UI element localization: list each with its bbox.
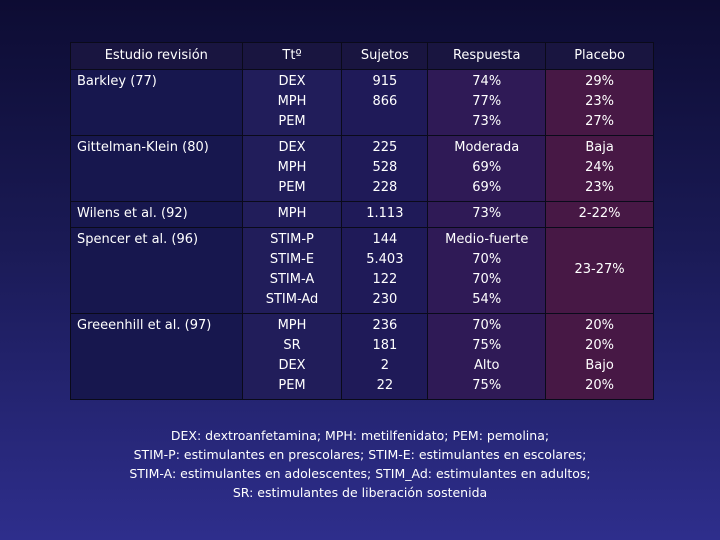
cell-treatment: MPH [241, 201, 343, 228]
cell-treatment-line: STIM-P [270, 232, 314, 247]
cell-treatment-line: SR [283, 338, 301, 353]
cell-subjects-line: 225 [372, 140, 398, 155]
cell-placebo-line: 23% [585, 94, 615, 109]
cell-subjects-line: 528 [372, 160, 398, 175]
cell-response-line: Medio-fuerte [445, 232, 529, 247]
cell-study: Gittelman-Klein (80) [70, 135, 243, 202]
cell-subjects: 236 181 2 22 [341, 313, 429, 400]
cell-subjects-line: 915 [372, 74, 398, 89]
footnote-line: STIM-P: estimulantes en prescolares; STI… [133, 447, 587, 462]
cell-subjects-line: 230 [372, 292, 398, 307]
cell-response: 74% 77% 73% [427, 69, 547, 136]
table-header-row: Estudio revisión Ttº Sujetos Respuesta P… [70, 42, 654, 70]
footnote-line: SR: estimulantes de liberación sostenida [232, 485, 488, 500]
cell-subjects-line: 236 [372, 318, 398, 333]
cell-response-line: 75% [472, 378, 502, 393]
header-placebo: Placebo [545, 42, 654, 70]
cell-response-line: 70% [472, 252, 502, 267]
cell-subjects-line: 181 [372, 338, 398, 353]
cell-placebo-line: 29% [585, 74, 615, 89]
cell-treatment: MPH SR DEX PEM [241, 313, 343, 400]
abbreviations-footnote: DEX: dextroanfetamina; MPH: metilfenidat… [0, 426, 720, 502]
cell-response: 70% 75% Alto 75% [427, 313, 547, 400]
cell-response-line: 70% [472, 318, 502, 333]
cell-treatment-line: DEX [278, 74, 306, 89]
cell-placebo-line: 20% [585, 318, 615, 333]
table-row: Spencer et al. (96) STIM-P STIM-E STIM-A STI… [70, 227, 654, 314]
cell-response: Medio-fuerte 70% 70% 54% [427, 227, 547, 314]
cell-subjects: 915 866 [341, 69, 429, 136]
cell-treatment-line: STIM-Ad [265, 292, 319, 307]
cell-treatment-line: DEX [278, 358, 306, 373]
cell-placebo-line: 20% [585, 338, 615, 353]
cell-subjects-line: 228 [372, 180, 398, 195]
cell-response-line: Moderada [454, 140, 520, 155]
cell-study: Spencer et al. (96) [70, 227, 243, 314]
cell-placebo-line: 23-27% [574, 262, 625, 277]
header-subjects: Sujetos [341, 42, 429, 70]
cell-subjects-line: 1.113 [366, 206, 404, 221]
table-row: Greeenhill et al. (97) MPH SR DEX PEM 236 181 2… [70, 313, 654, 400]
cell-treatment-line: PEM [278, 180, 306, 195]
header-response: Respuesta [427, 42, 547, 70]
table-row: Barkley (77) DEX MPH PEM 915 866 74% 77% 73% 29% 2… [70, 69, 654, 136]
cell-placebo-line: 27% [585, 114, 615, 129]
cell-treatment: DEX MPH PEM [241, 135, 343, 202]
cell-subjects: 144 5.403 122 230 [341, 227, 429, 314]
cell-placebo-line: 24% [585, 160, 615, 175]
cell-response-line: 74% [472, 74, 502, 89]
cell-study: Barkley (77) [70, 69, 243, 136]
cell-subjects-line: 2 [380, 358, 389, 373]
cell-subjects-line: 122 [372, 272, 398, 287]
table-row: Gittelman-Klein (80) DEX MPH PEM 225 528 228 Mo… [70, 135, 654, 202]
cell-placebo-line: 20% [585, 378, 615, 393]
cell-subjects-line: 144 [372, 232, 398, 247]
cell-subjects: 225 528 228 [341, 135, 429, 202]
cell-response: Moderada 69% 69% [427, 135, 547, 202]
cell-treatment-line: DEX [278, 140, 306, 155]
cell-treatment-line: MPH [277, 94, 307, 109]
cell-placebo-line: Baja [585, 140, 614, 155]
header-study: Estudio revisión [70, 42, 243, 70]
cell-subjects-line: 5.403 [366, 252, 404, 267]
cell-placebo: 29% 23% 27% [545, 69, 654, 136]
cell-response-line: 73% [472, 114, 502, 129]
cell-placebo-line: Bajo [585, 358, 614, 373]
cell-treatment-line: STIM-E [269, 252, 315, 267]
cell-placebo-line: 23% [585, 180, 615, 195]
cell-subjects-line: 22 [376, 378, 394, 393]
cell-treatment-line: STIM-A [269, 272, 315, 287]
cell-placebo: 20% 20% Bajo 20% [545, 313, 654, 400]
footnote-line: STIM-A: estimulantes en adolescentes; ST… [129, 466, 591, 481]
table-row: Wilens et al. (92) MPH 1.113 73% 2-22% [70, 201, 654, 228]
cell-treatment: STIM-P STIM-E STIM-A STIM-Ad [241, 227, 343, 314]
cell-study: Wilens et al. (92) [70, 201, 243, 228]
header-treatment: Ttº [241, 42, 343, 70]
cell-subjects: 1.113 [341, 201, 429, 228]
cell-placebo: Baja 24% 23% [545, 135, 654, 202]
cell-treatment-line: PEM [278, 114, 306, 129]
cell-treatment-line: MPH [277, 318, 307, 333]
study-table: Estudio revisión Ttº Sujetos Respuesta P… [70, 42, 654, 400]
cell-treatment-line: PEM [278, 378, 306, 393]
cell-response-line: 69% [472, 160, 502, 175]
cell-placebo: 23-27% [545, 227, 654, 314]
cell-placebo: 2-22% [545, 201, 654, 228]
cell-response-line: 73% [472, 206, 502, 221]
cell-response-line: 77% [472, 94, 502, 109]
cell-response-line: 75% [472, 338, 502, 353]
cell-response-line: 69% [472, 180, 502, 195]
footnote-line: DEX: dextroanfetamina; MPH: metilfenidat… [170, 428, 550, 443]
cell-treatment-line: MPH [277, 160, 307, 175]
cell-response-line: 70% [472, 272, 502, 287]
cell-response-line: Alto [473, 358, 500, 373]
cell-response-line: 54% [472, 292, 502, 307]
cell-treatment-line: MPH [277, 206, 307, 221]
cell-response: 73% [427, 201, 547, 228]
cell-subjects-line: 866 [372, 94, 398, 109]
cell-placebo-line: 2-22% [578, 206, 621, 221]
cell-study: Greeenhill et al. (97) [70, 313, 243, 400]
cell-treatment: DEX MPH PEM [241, 69, 343, 136]
